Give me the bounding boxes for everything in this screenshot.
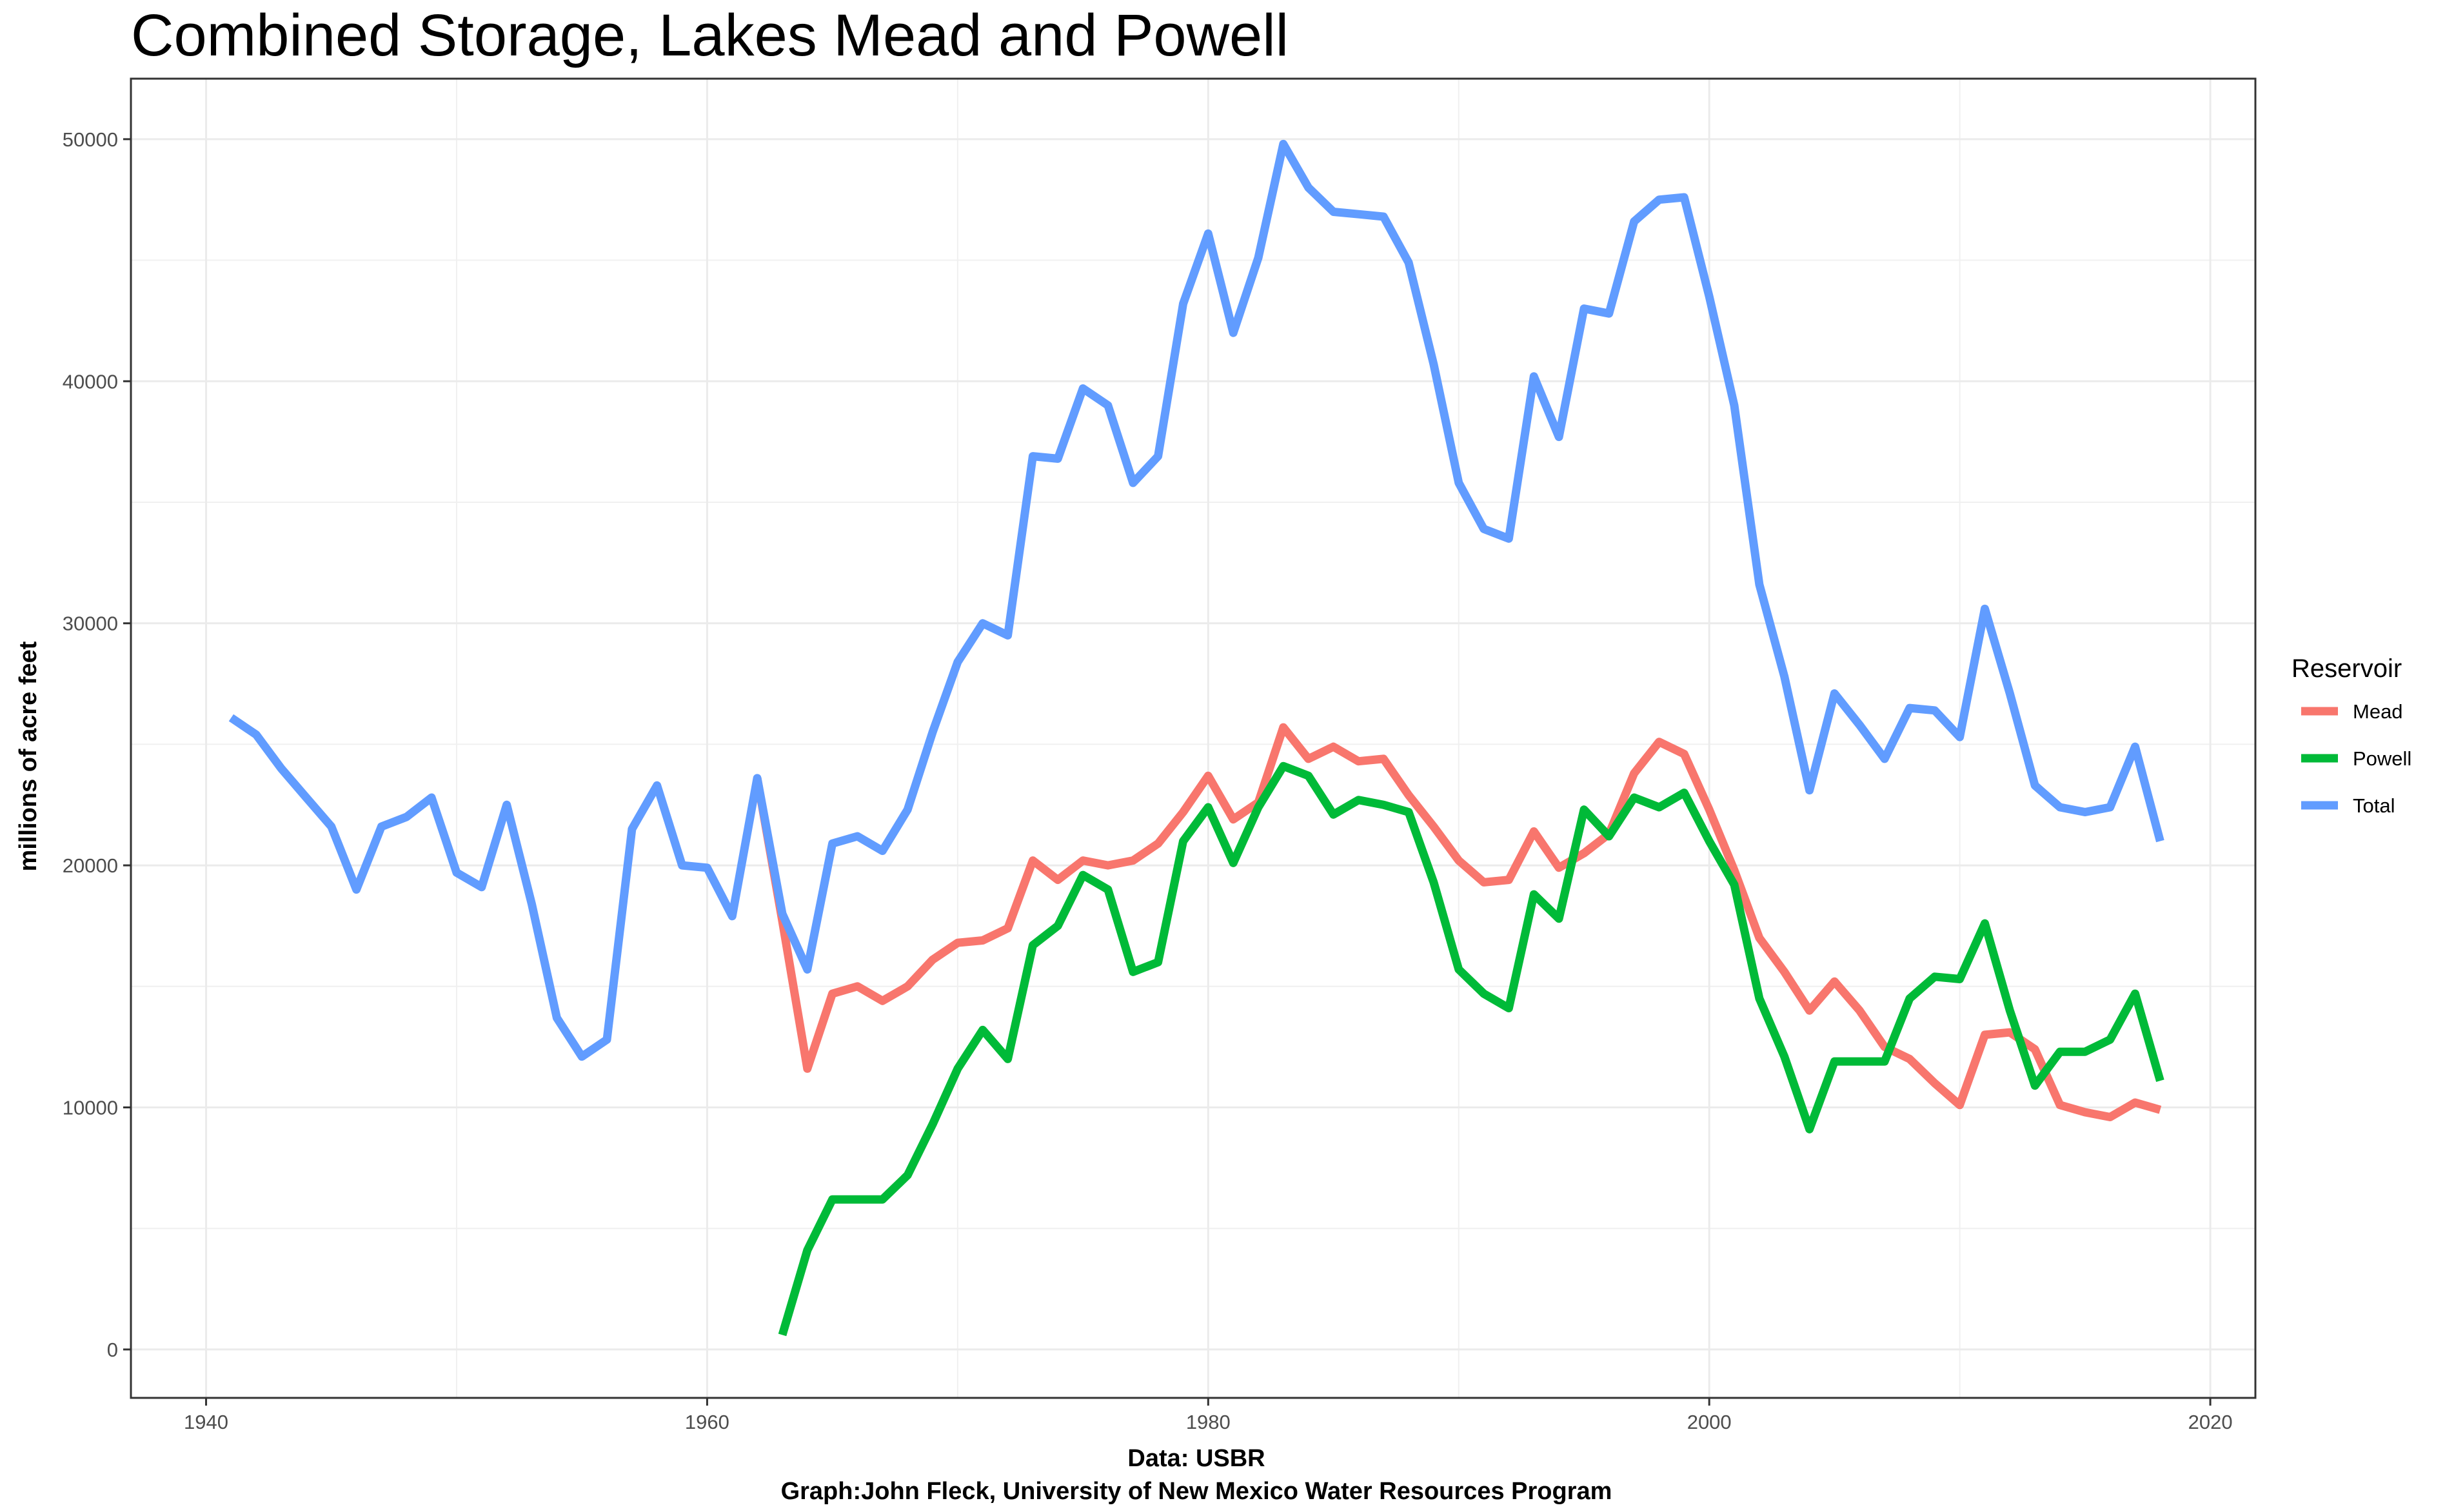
- y-axis-label: millions of acre feet: [15, 641, 42, 871]
- y-tick-label: 30000: [63, 613, 118, 635]
- legend-label-total: Total: [2353, 794, 2395, 817]
- series-line-mead: [753, 723, 2162, 1121]
- y-axis: 0 10000 20000 30000 40000 50000: [63, 128, 131, 1361]
- y-tick-label: 0: [107, 1339, 118, 1361]
- x-tick-label: 2020: [2188, 1411, 2233, 1433]
- major-gridlines: [131, 79, 2255, 1398]
- legend-title: Reservoir: [2292, 654, 2402, 683]
- y-tick-label: 10000: [63, 1097, 118, 1119]
- y-tick-label: 40000: [63, 370, 118, 393]
- series-lines: [228, 139, 2164, 1337]
- x-axis-label: Data: USBR: [1127, 1445, 1265, 1472]
- chart-caption: Graph:John Fleck, University of New Mexi…: [781, 1478, 1612, 1505]
- panel-border: [130, 77, 2257, 1399]
- plot-panel: [130, 77, 2257, 1399]
- legend-label-powell: Powell: [2353, 747, 2411, 770]
- x-tick-label: 2000: [1687, 1411, 1732, 1433]
- legend-items: Mead Powell Total: [2301, 700, 2411, 817]
- x-tick-label: 1980: [1186, 1411, 1231, 1433]
- series-line-powell: [778, 761, 2164, 1337]
- legend: Reservoir Mead Powell Total: [2292, 654, 2411, 817]
- x-axis: 1940 1960 1980 2000 2020: [184, 1398, 2233, 1433]
- x-tick-label: 1940: [184, 1411, 228, 1433]
- legend-label-mead: Mead: [2353, 700, 2403, 723]
- y-tick-label: 20000: [63, 854, 118, 877]
- chart-title: Combined Storage, Lakes Mead and Powell: [131, 3, 1289, 68]
- series-line-total: [228, 139, 2164, 1061]
- x-tick-label: 1960: [685, 1411, 729, 1433]
- y-tick-label: 50000: [63, 128, 118, 151]
- minor-gridlines: [131, 79, 2255, 1398]
